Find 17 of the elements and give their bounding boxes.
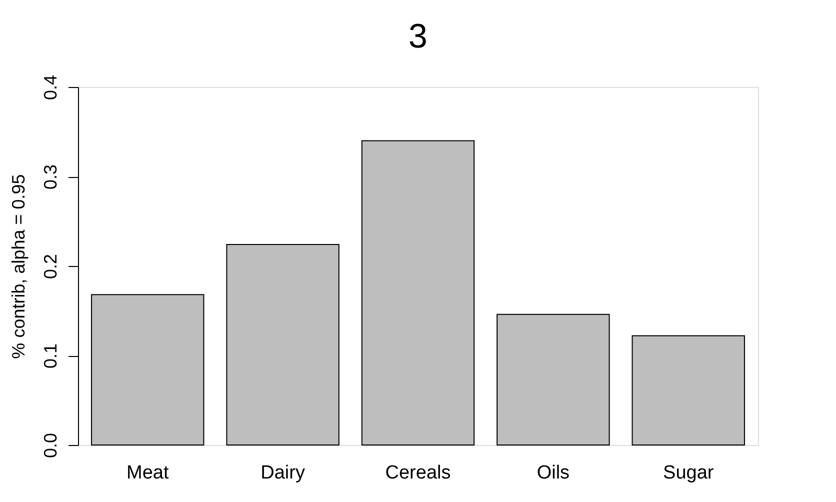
y-tick-label: 0.4 xyxy=(40,74,60,100)
y-tick-label: 0.1 xyxy=(40,343,60,369)
chart-title: 3 xyxy=(408,17,428,56)
bar xyxy=(91,294,204,446)
y-tick-label: 0.0 xyxy=(40,432,60,458)
x-tick-label: Oils xyxy=(536,462,570,484)
bar xyxy=(632,335,745,446)
x-tick-label: Cereals xyxy=(385,462,451,484)
x-tick-label: Sugar xyxy=(663,462,714,484)
bar xyxy=(361,140,475,446)
y-tick-label: 0.3 xyxy=(40,164,60,190)
x-tick-label: Dairy xyxy=(260,462,306,484)
y-axis-title: % contrib, alpha = 0.95 xyxy=(8,174,28,359)
x-tick-label: Meat xyxy=(126,462,170,484)
y-tick-label: 0.2 xyxy=(40,254,60,280)
bar xyxy=(226,244,340,446)
bar xyxy=(496,314,610,446)
